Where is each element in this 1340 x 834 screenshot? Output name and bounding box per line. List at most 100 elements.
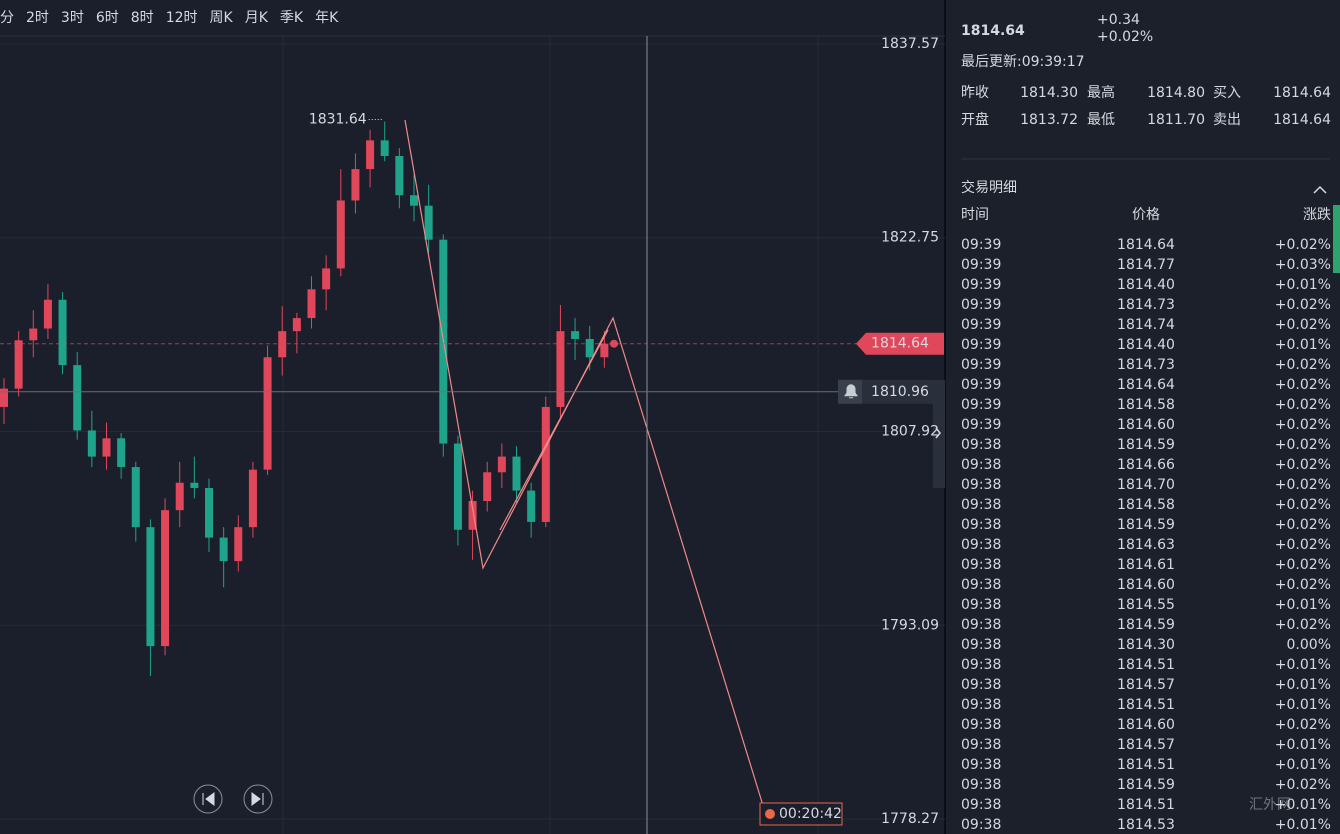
trade-cell: 0.00% (1287, 637, 1331, 653)
candle-body (43, 299, 52, 329)
trade-cell: 1814.59 (1117, 617, 1175, 633)
candle-body (205, 487, 213, 538)
candle-body (395, 156, 404, 196)
candle-body (131, 467, 140, 528)
candle-body (366, 140, 375, 170)
drawn-trend-line (499, 329, 609, 531)
timeframe-tab[interactable]: 12时 (166, 10, 198, 26)
quote-updated: 最后更新:09:39:17 (961, 54, 1085, 70)
countdown: 00:20:42 (779, 806, 842, 822)
next-button[interactable] (243, 784, 273, 814)
trade-cell: 1814.70 (1117, 477, 1175, 493)
trade-cell: 09:38 (961, 777, 1001, 793)
trade-cell: 1814.73 (1117, 297, 1175, 313)
prev-icon (202, 792, 215, 806)
stat-value: 1814.64 (1273, 85, 1331, 101)
trade-cell: +0.02% (1275, 357, 1331, 373)
stat-label: 最低 (1087, 112, 1115, 128)
trade-cell: +0.01% (1275, 737, 1331, 753)
trade-cell: 09:38 (961, 797, 1001, 813)
stat-value: 1811.70 (1147, 112, 1205, 128)
stat-value: 1814.64 (1273, 112, 1331, 128)
candle-body (190, 482, 199, 488)
trade-cell: +0.02% (1275, 777, 1331, 793)
stat-value: 1814.80 (1147, 85, 1205, 101)
chart-bg (0, 0, 945, 834)
trades-header: 价格 (1132, 207, 1160, 223)
countdown-box (759, 802, 843, 826)
trade-cell: 09:38 (961, 597, 1001, 613)
trade-cell: 09:39 (961, 397, 1001, 413)
quote-change: +0.34 (1097, 12, 1140, 28)
trade-cell: 09:38 (961, 657, 1001, 673)
trade-cell: 09:38 (961, 617, 1001, 633)
trades-header: 涨跌 (1303, 207, 1331, 223)
timeframe-tab[interactable]: 8时 (131, 10, 154, 26)
trades-title: 交易明细 (961, 179, 1017, 196)
candle-body (219, 537, 228, 562)
candle-body (0, 388, 8, 407)
candle-body (161, 510, 170, 647)
trade-cell: 09:38 (961, 677, 1001, 693)
trade-cell: 09:38 (961, 697, 1001, 713)
timeframe-tab[interactable]: 3时 (61, 10, 84, 26)
trade-cell: 1814.59 (1117, 517, 1175, 533)
timeframe-tab[interactable]: 年K (315, 10, 339, 26)
trade-cell: 1814.74 (1117, 317, 1175, 333)
prev-button[interactable] (193, 784, 223, 814)
trade-cell: 09:38 (961, 457, 1001, 473)
candle-body (571, 331, 580, 339)
trade-cell: +0.02% (1275, 577, 1331, 593)
timeframe-tab[interactable]: 季K (280, 10, 304, 26)
timeframe-tab[interactable]: 周K (210, 10, 234, 26)
y-tick-label: 1778.27 (881, 811, 939, 827)
trade-cell: 09:38 (961, 557, 1001, 573)
trade-cell: +0.02% (1275, 517, 1331, 533)
candle-body (527, 490, 536, 522)
candle-body (541, 406, 550, 522)
watermark: 汇外网 (1249, 797, 1291, 813)
trade-cell: 09:38 (961, 477, 1001, 493)
trade-cell: 09:38 (961, 737, 1001, 753)
trade-cell: 1814.60 (1117, 417, 1175, 433)
trade-cell: 1814.51 (1117, 797, 1175, 813)
trade-cell: 09:39 (961, 357, 1001, 373)
timeframe-tab[interactable]: 月K (245, 10, 269, 26)
collapse-icon[interactable] (1313, 185, 1327, 194)
stat-value: 1814.30 (1020, 85, 1078, 101)
side-panel (945, 0, 1340, 834)
trade-cell: 1814.60 (1117, 717, 1175, 733)
candle-body (102, 438, 111, 457)
alert-tag (862, 379, 934, 404)
trade-cell: 09:38 (961, 537, 1001, 553)
trade-cell: 09:38 (961, 717, 1001, 733)
trade-cell: 1814.66 (1117, 457, 1175, 473)
candle-body (600, 343, 609, 358)
timeframe-tab[interactable]: 分 (0, 10, 14, 26)
trade-cell: 1814.51 (1117, 657, 1175, 673)
high-marker: 1831.64 (309, 112, 367, 128)
timeframe-tab[interactable]: 6时 (96, 10, 119, 26)
stat-label: 买入 (1213, 85, 1241, 101)
trade-cell: 09:38 (961, 757, 1001, 773)
candle-body (292, 318, 301, 332)
candle-body (175, 482, 184, 511)
trade-cell: 1814.55 (1117, 597, 1175, 613)
trade-cell: 09:39 (961, 297, 1001, 313)
stat-label: 卖出 (1213, 112, 1241, 128)
y-tick-label: 1793.09 (881, 617, 939, 633)
stat-label: 昨收 (961, 85, 989, 101)
trade-cell: +0.01% (1275, 657, 1331, 673)
candle-body (117, 438, 126, 468)
trade-cell: 1814.40 (1117, 277, 1175, 293)
timeframe-tab[interactable]: 2时 (26, 10, 49, 26)
candle-body (512, 456, 521, 491)
trades-header: 时间 (961, 207, 989, 223)
trade-cell: 1814.60 (1117, 577, 1175, 593)
candle-body (410, 195, 418, 206)
trade-cell: +0.02% (1275, 557, 1331, 573)
trade-cell: 1814.59 (1117, 437, 1175, 453)
last-dot (610, 339, 618, 348)
alert-label: 1810.96 (871, 384, 929, 400)
candle-body (351, 169, 360, 201)
